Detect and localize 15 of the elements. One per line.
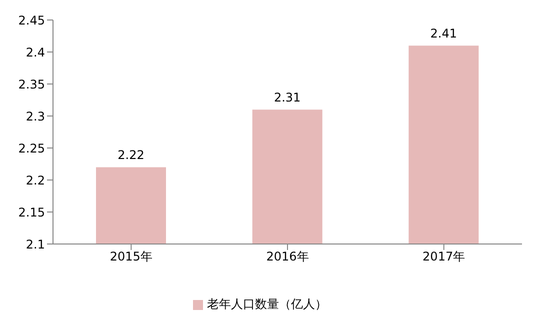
data-label: 2.41 bbox=[430, 26, 458, 41]
y-tick-label: 2.25 bbox=[18, 141, 45, 156]
y-tick-label: 2.15 bbox=[18, 205, 45, 220]
data-label: 2.31 bbox=[274, 90, 301, 105]
y-tick-label: 2.4 bbox=[26, 45, 45, 60]
x-tick-label: 2017年 bbox=[422, 250, 466, 264]
y-tick-label: 2.2 bbox=[26, 173, 45, 188]
y-tick-label: 2.1 bbox=[26, 237, 45, 252]
x-tick-label: 2015年 bbox=[110, 250, 152, 264]
x-tick-label: 2016年 bbox=[266, 250, 309, 264]
y-tick-label: 2.35 bbox=[18, 77, 45, 92]
data-label: 2.22 bbox=[118, 148, 144, 162]
y-tick-label: 2.45 bbox=[18, 13, 45, 28]
y-tick-label: 2.3 bbox=[26, 109, 45, 124]
legend-label: 老年人口数量（亿人） bbox=[207, 297, 327, 311]
